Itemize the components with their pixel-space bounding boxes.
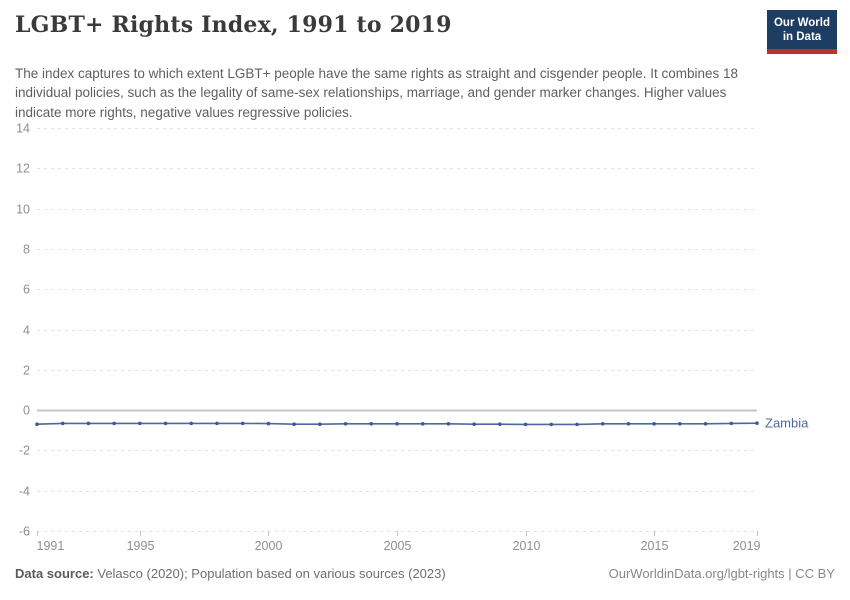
owid-logo[interactable]: Our World in Data — [767, 10, 837, 54]
data-point[interactable] — [703, 422, 708, 426]
page-title: LGBT+ Rights Index, 1991 to 2019 — [15, 12, 452, 38]
data-point[interactable] — [266, 421, 271, 426]
data-point[interactable] — [395, 422, 399, 426]
data-point[interactable] — [189, 421, 194, 426]
data-point[interactable] — [446, 422, 451, 426]
x-axis-label: 1995 — [127, 539, 155, 553]
y-axis-label: 12 — [16, 162, 30, 176]
x-axis-label: 2019 — [733, 539, 761, 553]
y-axis-label: 10 — [16, 203, 30, 217]
data-point[interactable] — [318, 422, 322, 427]
entity-label-zambia[interactable]: Zambia — [765, 416, 809, 431]
y-axis-label: 0 — [23, 404, 30, 418]
x-axis-label: 1991 — [37, 539, 65, 553]
data-source-label: Data source: — [15, 566, 94, 581]
data-point[interactable] — [575, 422, 579, 427]
data-point[interactable] — [729, 421, 734, 426]
chart-area[interactable]: -6 -4 -2 0 2 4 6 8 10 12 14 1991 1995 2000 2005 2010 201… — [0, 115, 850, 565]
y-axis-label: 8 — [23, 243, 30, 257]
chart-footer: Data source: Velasco (2020); Population … — [15, 566, 835, 581]
credit-link[interactable]: OurWorldinData.org/lgbt-rights | CC BY — [608, 566, 835, 581]
y-axis-label: 6 — [23, 283, 30, 297]
x-axis-label: 2010 — [513, 539, 541, 553]
data-point[interactable] — [626, 422, 631, 426]
data-point[interactable] — [60, 421, 65, 426]
data-point[interactable] — [420, 422, 425, 426]
x-axis-label: 2000 — [255, 539, 283, 553]
data-point[interactable] — [472, 422, 476, 427]
data-source: Data source: Velasco (2020); Population … — [15, 566, 446, 581]
data-point[interactable] — [369, 422, 374, 426]
x-axis-label: 2015 — [641, 539, 669, 553]
data-point[interactable] — [292, 422, 296, 427]
chart-subtitle: The index captures to which extent LGBT+… — [15, 66, 739, 120]
y-axis-label: -2 — [19, 444, 30, 458]
data-point[interactable] — [35, 422, 39, 427]
y-axis-label: 2 — [23, 364, 30, 378]
owid-logo-line1: Our World — [773, 17, 830, 29]
y-axis-label: -6 — [19, 525, 30, 539]
data-source-text: Velasco (2020); Population based on vari… — [93, 566, 446, 581]
data-point[interactable] — [112, 421, 116, 426]
data-point[interactable] — [523, 422, 528, 427]
y-axis-label: 14 — [16, 122, 30, 136]
data-point[interactable] — [652, 422, 656, 426]
x-axis-label: 2005 — [384, 539, 412, 553]
y-axis-label: 4 — [23, 324, 30, 338]
y-axis-label: -4 — [19, 485, 30, 499]
owid-logo-line2: in Data — [782, 31, 822, 44]
data-point[interactable] — [600, 422, 605, 426]
data-point[interactable] — [549, 422, 554, 427]
data-point[interactable] — [678, 422, 682, 426]
data-point[interactable] — [498, 422, 502, 427]
data-point[interactable] — [755, 421, 759, 425]
data-point[interactable] — [343, 422, 348, 426]
data-point[interactable] — [163, 421, 168, 426]
chart-svg[interactable]: -6 -4 -2 0 2 4 6 8 10 12 14 1991 1995 2000 2005 2010 201… — [0, 115, 850, 565]
data-point[interactable] — [138, 421, 142, 426]
data-point[interactable] — [240, 421, 245, 426]
data-point[interactable] — [215, 421, 219, 426]
data-point[interactable] — [86, 421, 91, 426]
